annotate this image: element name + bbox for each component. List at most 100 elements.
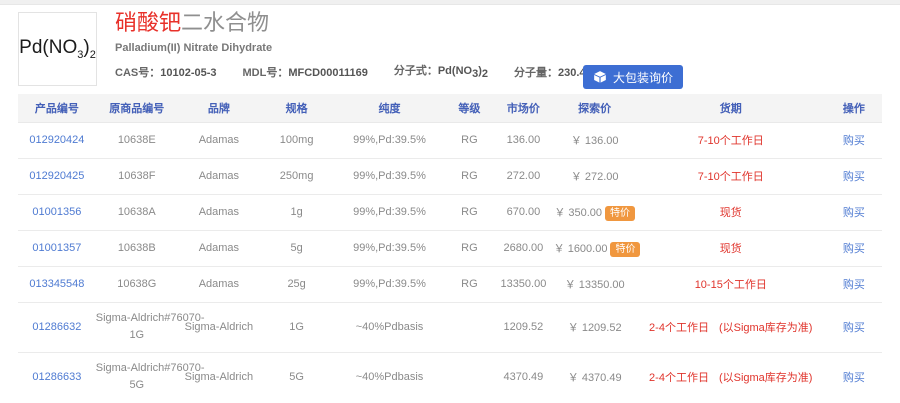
- cell-explore-price: ￥ 1209.52: [553, 302, 636, 353]
- cell-orig-no: Sigma-Aldrich#76070- 1G: [95, 302, 205, 353]
- product-number-link[interactable]: 01001356: [32, 206, 82, 218]
- product-table: 产品编号 原商品编号 品牌 规格 纯度 等级 市场价 探索价 货期 操作 012920424 106…: [18, 94, 882, 402]
- product-info: 硝酸钯二水合物 Palladium(II) Nitrate Dihydrate …: [115, 10, 618, 80]
- cell-product-no: 013345548: [18, 266, 96, 303]
- cell-purity: ~40%Pdbasis: [333, 302, 446, 353]
- cell-grade: RG: [445, 158, 494, 195]
- table-row: 01001357 10638B Adamas 5g 99%,Pd:39.5% RG 2680…: [18, 230, 882, 267]
- product-number-link[interactable]: 012920424: [29, 134, 85, 146]
- orig-product-no-line: 10638F: [118, 169, 156, 182]
- title-chinese-name: 硝酸钯: [115, 10, 182, 35]
- mdl-number: MDL号：MFCD00011169: [242, 67, 368, 80]
- cell-orig-no: 10638F: [95, 158, 178, 195]
- product-number-link[interactable]: 01001357: [32, 242, 82, 254]
- delivery-time: 7-10个工作日: [697, 171, 764, 183]
- delivery-note: (以Sigma库存为准): [718, 372, 813, 385]
- orig-product-no-line: 10638G: [117, 277, 157, 290]
- cell-grade: [445, 302, 494, 353]
- top-strip: [0, 0, 900, 5]
- orig-product-no-line: 10638E: [117, 133, 156, 146]
- cell-market-price: 670.00: [493, 194, 554, 231]
- column-header: 产品编号: [18, 94, 96, 123]
- product-number-link[interactable]: 01286632: [32, 321, 82, 333]
- cell-explore-price: ￥ 13350.00: [553, 266, 636, 303]
- cell-market-price: 13350.00: [493, 266, 554, 303]
- cas-number: CAS号：10102-05-3: [115, 67, 217, 80]
- cell-purity: 99%,Pd:39.5%: [333, 230, 446, 267]
- delivery-time: 2-4个工作日: [649, 372, 709, 385]
- bulk-inquiry-button[interactable]: 大包装询价: [583, 65, 684, 89]
- cell-product-no: 012920424: [18, 122, 96, 159]
- cell-spec: 1G: [259, 302, 334, 353]
- cell-delivery: 现货: [635, 194, 826, 231]
- product-header: Pd(NO3)2 硝酸钯二水合物 Palladium(II) Nitrate D…: [0, 5, 900, 94]
- cell-buy: 购买: [825, 158, 882, 195]
- delivery-time: 2-4个工作日: [649, 322, 709, 334]
- cell-brand: Adamas: [177, 158, 260, 195]
- cell-brand: Adamas: [177, 194, 260, 231]
- cell-delivery: 现货: [635, 230, 826, 267]
- column-header: 纯度: [333, 94, 446, 123]
- cell-brand: Sigma-Aldrich: [177, 302, 260, 353]
- column-header: 原商品编号: [95, 94, 178, 123]
- cell-grade: [446, 352, 494, 402]
- orig-product-no-line: 1G: [129, 329, 145, 341]
- explore-price: ￥ 1600.00: [553, 242, 608, 255]
- cell-spec: 5G: [289, 371, 304, 384]
- cell-market-price: 272.00: [493, 158, 554, 195]
- table-header-row: 产品编号 原商品编号 品牌 规格 纯度 等级 市场价 探索价 货期 操作: [18, 94, 882, 123]
- table-row: 013345548 10638G Adamas 25g 99%,Pd:39.5% RG 13…: [18, 266, 882, 303]
- cell-product-no: 01001357: [18, 230, 96, 267]
- title-suffix: 二水合物: [181, 10, 270, 35]
- product-table-wrap: 产品编号 原商品编号 品牌 规格 纯度 等级 市场价 探索价 货期 操作 012920424 106…: [18, 94, 882, 402]
- product-number-link[interactable]: 01286633: [32, 371, 82, 384]
- cell-purity: 99%,Pd:39.5%: [333, 266, 446, 303]
- buy-link[interactable]: 购买: [842, 171, 865, 183]
- column-header: 操作: [825, 94, 882, 123]
- product-number-link[interactable]: 012920425: [29, 170, 85, 182]
- cell-orig-no: 10638G: [95, 266, 178, 303]
- special-price-badge: 特价: [610, 241, 641, 257]
- english-name: Palladium(II) Nitrate Dihydrate: [115, 42, 273, 54]
- cell-explore-price: ￥ 272.00: [553, 158, 636, 195]
- cell-brand: Adamas: [177, 230, 260, 267]
- buy-link[interactable]: 购买: [842, 279, 865, 291]
- cell-orig-no: 10638B: [95, 230, 178, 267]
- explore-price: ￥ 13350.00: [564, 279, 625, 291]
- cell-purity: 99%,Pd:39.5%: [333, 122, 446, 159]
- cell-explore-price: ￥ 350.00 特价: [553, 194, 636, 231]
- buy-link[interactable]: 购买: [842, 322, 865, 334]
- buy-link[interactable]: 购买: [842, 372, 865, 385]
- delivery-time: 10-15个工作日: [694, 279, 767, 291]
- cell-delivery: 7-10个工作日: [635, 158, 826, 195]
- package-icon: [593, 70, 607, 84]
- cell-product-no: 01286632: [18, 302, 96, 353]
- buy-link[interactable]: 购买: [842, 243, 865, 255]
- cell-buy: 购买: [825, 302, 882, 353]
- cell-spec: 100mg: [259, 122, 334, 159]
- cell-explore-price: ￥ 4370.49: [554, 352, 636, 402]
- cell-brand: Adamas: [177, 266, 260, 303]
- cell-orig-no: 10638E: [95, 122, 178, 159]
- formula-thumbnail: Pd(NO3)2: [18, 12, 97, 86]
- buy-link[interactable]: 购买: [842, 207, 865, 219]
- explore-price: ￥ 272.00: [570, 171, 619, 183]
- delivery-time: 7-10个工作日: [697, 135, 764, 147]
- cell-buy: 购买: [825, 122, 882, 159]
- column-header: 货期: [635, 94, 826, 123]
- table-row: 01286632 Sigma-Aldrich#76070- 1G Sigma-Aldr…: [18, 302, 882, 353]
- orig-product-no-line: 10638A: [117, 205, 156, 218]
- cell-spec: 25g: [259, 266, 334, 303]
- product-number-link[interactable]: 013345548: [29, 278, 85, 290]
- cell-buy: 购买: [825, 266, 882, 303]
- molecular-weight: 分子量：230.43: [514, 67, 592, 80]
- cell-product-no: 012920425: [18, 158, 96, 195]
- cell-delivery: 2-4个工作日 (以Sigma库存为准): [636, 352, 826, 402]
- cell-buy: 购买: [825, 194, 882, 231]
- table-row: 01001356 10638A Adamas 1g 99%,Pd:39.5% RG 670.…: [18, 194, 882, 231]
- cell-buy: 购买: [825, 230, 882, 267]
- delivery-time: 现货: [719, 207, 742, 219]
- buy-link[interactable]: 购买: [842, 135, 865, 147]
- orig-product-no-line: Sigma-Aldrich#76070-: [95, 362, 205, 375]
- molecular-formula: 分子式：Pd(NO3)2: [393, 65, 488, 81]
